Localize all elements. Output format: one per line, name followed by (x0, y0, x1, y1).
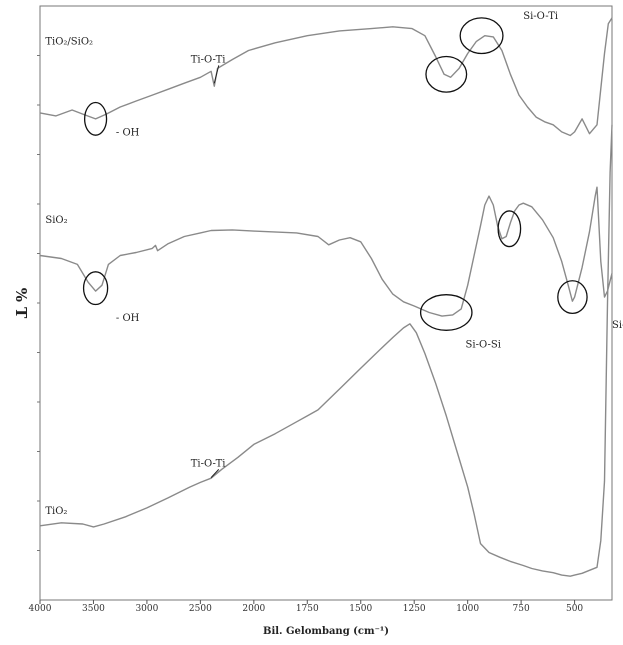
series-line (39, 186, 613, 317)
band-ellipse (419, 294, 473, 331)
series-label: TiO₂/SiO₂ (45, 37, 93, 48)
annotation-arrow (210, 469, 220, 478)
band-ellipse (425, 55, 468, 93)
x-tick-label: 3500 (82, 604, 105, 614)
x-tick-label: 4000 (29, 604, 52, 614)
x-tick-label: 2000 (242, 604, 265, 614)
x-tick-label: 500 (566, 604, 583, 614)
band-ellipse (83, 101, 108, 136)
x-tick-label: 1750 (296, 604, 319, 614)
band-ellipse (557, 280, 588, 315)
x-axis-ticks: 4000 3500 3000 2500 2000 1750 1500 1250 1000 750 5… (29, 600, 583, 614)
x-tick-label: 2500 (189, 604, 212, 614)
annotation-label: - OH (116, 127, 140, 138)
plot-frame (39, 5, 613, 601)
y-axis-title: % T (12, 288, 30, 319)
x-axis-title: Bil. Gelombang (cm⁻¹) (263, 626, 389, 637)
annotation-label: Si-O-Ti (523, 11, 558, 22)
annotation-label: Ti-O-Ti (191, 54, 226, 65)
annotation-label: Si-O-Si (612, 320, 623, 331)
band-ellipse (459, 17, 504, 55)
annotation-label: - OH (116, 313, 140, 324)
series-line (39, 17, 613, 137)
x-tick-label: 1000 (456, 604, 479, 614)
band-ellipse (82, 271, 109, 306)
annotation-label: Ti-O-Ti (191, 458, 226, 469)
band-annotations: Ti-O-Ti - OH Si-O-Ti - OH Si-O-Si Si-O-Si Ti-O… (82, 11, 623, 478)
series-label: TiO₂ (45, 506, 67, 517)
series-line (39, 124, 613, 577)
x-tick-label: 3000 (135, 604, 158, 614)
spectra-traces (39, 17, 613, 577)
series-labels: TiO₂/SiO₂ SiO₂ TiO₂ (45, 37, 93, 517)
x-tick-label: 1500 (349, 604, 372, 614)
annotation-arrow (213, 65, 220, 84)
x-tick-label: 1250 (403, 604, 426, 614)
y-minor-ticks (37, 55, 40, 551)
annotation-label: Si-O-Si (466, 340, 501, 351)
series-label: SiO₂ (45, 215, 67, 226)
band-ellipse (497, 210, 522, 248)
x-tick-label: 750 (513, 604, 530, 614)
